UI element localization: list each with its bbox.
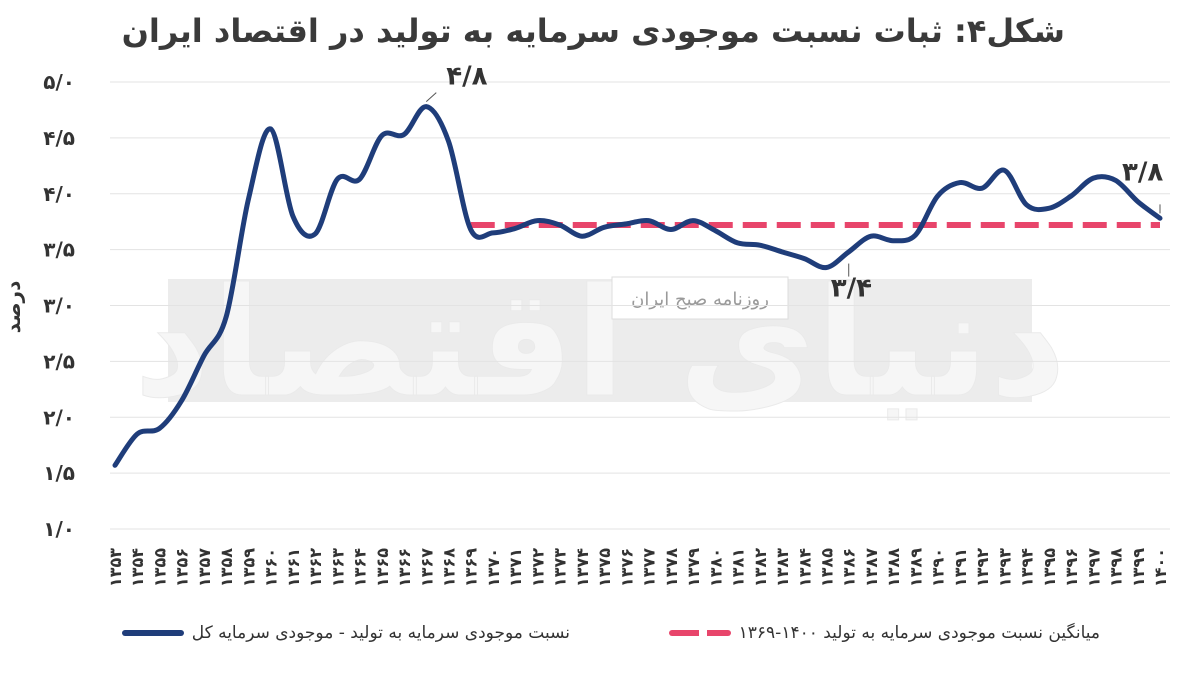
x-tick-label: ۱۳۹۷ [1084,548,1103,587]
legend-swatch-dashed [668,630,731,636]
legend: نسبت موجودی سرمایه به تولید - موجودی سرم… [0,615,1200,655]
x-tick-label: ۱۳۹۳ [995,548,1014,587]
x-tick-label: ۱۳۸۸ [884,548,903,587]
x-tick-label: ۱۳۸۵ [817,548,836,587]
line-chart: دنیای اقتصاد روزنامه صبح ایران ۱/۰ ۱/۵ ۲/۰… [1,62,1170,587]
x-tick-label: ۱۳۶۲ [306,548,325,587]
x-tick-label: ۱۳۸۶ [840,548,859,587]
watermark-band [168,279,1032,402]
annotation-label: ۴/۸ [446,62,487,92]
y-tick-label: ۵/۰ [43,70,75,94]
x-tick-label: ۱۳۹۴ [1018,548,1037,587]
legend-label: نسبت موجودی سرمایه به تولید - موجودی سرم… [191,623,570,643]
chart-title: شکل۴: ثبات نسبت موجودی سرمایه به تولید د… [121,12,1065,50]
y-tick-label: ۴/۰ [43,182,75,206]
x-tick-label: ۱۴۰۰ [1151,548,1170,587]
legend-item-capital-output: نسبت موجودی سرمایه به تولید - موجودی سرم… [121,623,570,643]
x-tick-label: ۱۳۷۹ [684,548,703,587]
watermark-sub-box [611,276,789,320]
x-tick-label: ۱۳۶۸ [440,548,459,587]
y-axis-label: درصد [1,281,25,334]
x-tick-label: ۱۳۹۶ [1062,548,1081,587]
x-tick-label: ۱۳۹۱ [951,548,970,587]
x-tick-label: ۱۳۸۰ [706,548,725,587]
x-tick-label: ۱۳۵۶ [173,548,192,587]
x-tick-label: ۱۳۸۹ [906,548,925,587]
x-tick-label: ۱۳۶۷ [417,548,436,587]
x-tick-label: ۱۳۷۰ [484,548,503,587]
x-tick-label: ۱۳۵۴ [128,548,147,587]
y-tick-label: ۳/۵ [43,238,75,262]
x-tick-label: ۱۳۹۰ [929,548,948,587]
x-tick-label: ۱۳۶۹ [462,548,481,587]
x-tick-label: ۱۳۷۵ [595,548,614,587]
x-tick-label: ۱۳۵۵ [150,548,169,587]
watermark-brand: دنیای اقتصاد [134,257,1067,431]
y-tick-label: ۲/۰ [43,405,75,429]
x-tick-label: ۱۳۸۷ [862,548,881,587]
series-layer [112,104,1163,468]
x-tick-label: ۱۳۹۵ [1040,548,1059,587]
legend-label: میانگین نسبت موجودی سرمایه به تولید ۱۴۰۰… [738,623,1100,643]
x-tick-label: ۱۳۸۱ [729,548,748,587]
x-tick-label: ۱۳۷۸ [662,548,681,587]
watermark: دنیای اقتصاد روزنامه صبح ایران [133,257,1067,432]
x-tick-label: ۱۳۹۹ [1129,548,1148,587]
series-line-capital-output [112,104,1163,468]
gridlines [110,81,1170,530]
y-tick-label: ۱/۵ [43,461,75,485]
x-tick-label: ۱۳۵۳ [106,548,125,587]
y-tick-label: ۱/۰ [43,517,75,541]
x-tick-label: ۱۳۶۵ [373,548,392,587]
x-axis: ۱۳۵۳ ۱۳۵۴ ۱۳۵۵ ۱۳۵۶ ۱۳۵۷ ۱۳۵۸ ۱۳۵۹ ۱۳۶۰ ۱۳۶۱ ۱۳۶۲… [106,548,1170,587]
x-tick-label: ۱۳۷۴ [573,548,592,587]
y-tick-label: ۳/۰ [43,294,75,318]
x-tick-label: ۱۳۵۸ [217,548,236,587]
x-tick-label: ۱۳۹۲ [973,548,992,587]
x-tick-label: ۱۳۶۱ [284,548,303,587]
x-tick-label: ۱۳۶۳ [328,548,347,587]
legend-swatch-solid [121,630,184,636]
legend-item-average: میانگین نسبت موجودی سرمایه به تولید ۱۴۰۰… [668,623,1100,643]
x-tick-label: ۱۳۷۶ [617,548,636,587]
y-tick-label: ۲/۵ [43,349,75,373]
x-tick-label: ۱۳۹۸ [1107,548,1126,587]
x-tick-label: ۱۳۸۳ [773,548,792,587]
x-tick-label: ۱۳۸۴ [795,548,814,587]
annotation-label: ۳/۸ [1122,157,1163,187]
x-tick-label: ۱۳۶۰ [262,548,281,587]
watermark-subtitle: روزنامه صبح ایران [631,289,769,310]
x-tick-label: ۱۳۷۲ [528,548,547,587]
y-axis: ۱/۰ ۱/۵ ۲/۰ ۲/۵ ۳/۰ ۳/۵ ۴/۰ ۴/۵ ۵/۰ [43,70,75,541]
y-tick-label: ۴/۵ [43,126,75,150]
annotation-leader [425,92,437,102]
x-tick-label: ۱۳۸۲ [751,548,770,587]
x-tick-label: ۱۳۶۴ [351,548,370,587]
annotation-label: ۳/۴ [831,274,872,304]
x-tick-label: ۱۳۵۷ [195,548,214,587]
x-tick-label: ۱۳۷۳ [551,548,570,587]
x-tick-label: ۱۳۵۹ [239,548,258,587]
x-tick-label: ۱۳۷۷ [640,548,659,587]
x-tick-label: ۱۳۶۶ [395,548,414,587]
annotations: ۴/۸ ۳/۴ ۳/۸ [425,62,1163,304]
x-tick-label: ۱۳۷۱ [506,548,525,587]
